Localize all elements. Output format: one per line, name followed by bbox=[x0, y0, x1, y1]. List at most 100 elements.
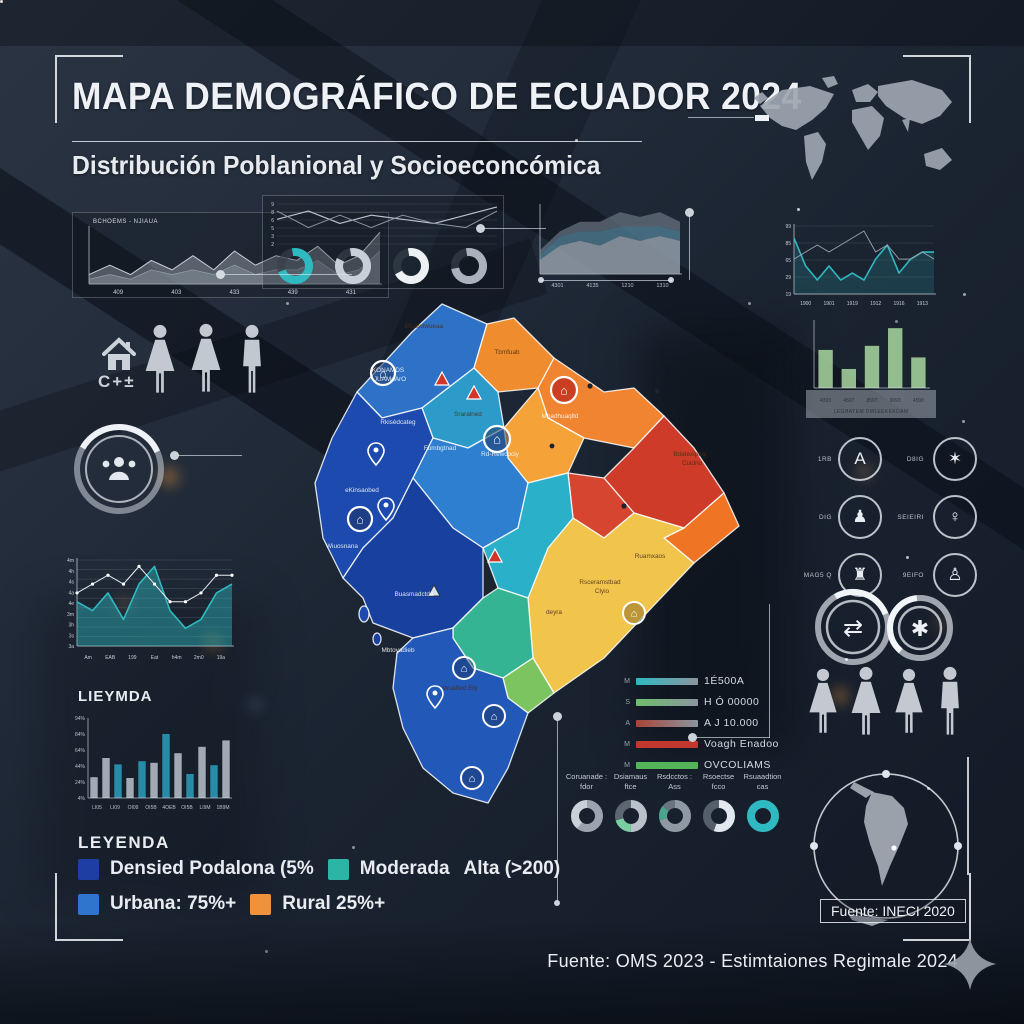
connector-line bbox=[178, 455, 242, 456]
svg-text:1912: 1912 bbox=[870, 301, 881, 307]
map-region-label: Wuafted Ebj bbox=[443, 685, 478, 692]
icon-grid-label: DIG bbox=[818, 513, 832, 521]
svg-text:1901: 1901 bbox=[823, 301, 834, 307]
map-region-label: Bdatexipttaj bbox=[673, 451, 706, 458]
donut-stat-label: fdor bbox=[580, 782, 593, 791]
globe-point bbox=[891, 845, 897, 851]
svg-text:4OEB: 4OEB bbox=[162, 805, 176, 811]
map-region-label: Buasmadctda bbox=[394, 591, 434, 598]
chart-stacked-area: 4301 4135 1210 1310 bbox=[539, 204, 682, 289]
globe-orbit-dot bbox=[810, 842, 818, 850]
svg-text:8: 8 bbox=[271, 210, 274, 216]
svg-text:3a: 3a bbox=[68, 644, 74, 650]
mini-legend-tick: S bbox=[625, 698, 630, 706]
donut-chart bbox=[746, 800, 779, 832]
legend-row: Densied Podalona (5% Moderada Alta (>200) bbox=[78, 858, 560, 880]
connector-dot bbox=[216, 270, 225, 279]
woman-icon bbox=[851, 666, 881, 735]
svg-text:29: 29 bbox=[785, 275, 791, 281]
continent-asia bbox=[878, 80, 952, 124]
icon-grid-label: 9EIFO bbox=[902, 571, 924, 579]
svg-text:OI5B: OI5B bbox=[181, 805, 193, 811]
svg-text:85: 85 bbox=[785, 241, 791, 247]
svg-text:LI05: LI05 bbox=[92, 805, 102, 811]
sparkle-icon bbox=[944, 938, 996, 990]
svg-text:1900: 1900 bbox=[800, 301, 811, 307]
pictogram-icon: ♜ bbox=[852, 565, 868, 584]
svg-text:2m0: 2m0 bbox=[194, 655, 204, 661]
svg-text:99: 99 bbox=[785, 224, 791, 230]
legend-label: Alta (>200) bbox=[463, 858, 561, 879]
letter-a-icon: A bbox=[854, 449, 866, 468]
pictogram-icon: ♟ bbox=[852, 507, 868, 526]
donut-stat-label: ftce bbox=[624, 782, 637, 791]
continent-greenland bbox=[822, 76, 838, 88]
svg-text:Am: Am bbox=[84, 655, 92, 661]
circle-icon: ♜ bbox=[838, 553, 882, 597]
legend-swatch bbox=[327, 858, 349, 880]
svg-text:LI09: LI09 bbox=[110, 805, 120, 811]
svg-text:4%: 4% bbox=[78, 796, 86, 802]
pictogram-icon: ♀ bbox=[948, 507, 962, 526]
svg-text:44%: 44% bbox=[75, 764, 86, 770]
map-region-label: KONAMDS bbox=[372, 367, 404, 374]
donut-stat: Rsuaadtion cas bbox=[744, 772, 781, 834]
svg-text:9: 9 bbox=[271, 202, 274, 208]
world-map-marker bbox=[755, 115, 769, 121]
region-loja bbox=[392, 627, 529, 804]
pictogram-icon: ✶ bbox=[947, 449, 963, 468]
house-caption: C+± bbox=[98, 372, 136, 391]
donut-chart bbox=[570, 800, 603, 832]
connector-dot bbox=[554, 900, 560, 906]
svg-text:LI9M: LI9M bbox=[199, 805, 210, 811]
man-icon bbox=[941, 666, 959, 735]
mini-legend-tick: M bbox=[624, 740, 630, 748]
svg-text:⌂: ⌂ bbox=[461, 663, 468, 675]
mini-legend-row: A A J 10.000 bbox=[622, 716, 779, 730]
svg-text:24%: 24% bbox=[75, 780, 86, 786]
title-divider bbox=[72, 141, 642, 142]
circle-icon: A bbox=[838, 437, 882, 481]
globe-orbit-dot bbox=[954, 842, 962, 850]
donut-stat: Coruanade : fdor bbox=[566, 772, 607, 834]
legend-label: Urbana: 75%+ bbox=[110, 893, 237, 914]
legend-item: Densied Podalona (5% bbox=[78, 858, 314, 880]
map-marker-alert: ⌂ bbox=[549, 375, 579, 405]
mini-legend-label: Voagh Enadoo bbox=[704, 738, 779, 750]
svg-text:2: 2 bbox=[271, 242, 274, 248]
page-subtitle: Distribución Poblanional y Socioeconcómi… bbox=[72, 150, 601, 180]
circle-icon: ♟ bbox=[838, 495, 882, 539]
mini-legend-swatch bbox=[636, 677, 698, 685]
legend-swatch bbox=[78, 858, 99, 880]
svg-text:4s: 4s bbox=[69, 580, 75, 586]
map-region-label: Rd-Rewcociy bbox=[481, 451, 519, 458]
svg-text:94%: 94% bbox=[75, 716, 86, 722]
svg-text:LEGHATEM DM1EEKEKDAM: LEGHATEM DM1EEKEKDAM bbox=[834, 409, 909, 415]
donut-chart bbox=[702, 800, 735, 832]
map-dot bbox=[654, 388, 660, 394]
connector-dot bbox=[685, 208, 694, 217]
map-region-label: Sraralned bbox=[454, 411, 482, 418]
svg-text:OI5B: OI5B bbox=[145, 805, 157, 811]
map-region-label: Tbmfuab bbox=[494, 349, 520, 356]
chart-left-bars: LI05 LI09 OI09 OI5B 4OEB OI5B LI9M 1B9M 94% 84% 64… bbox=[75, 716, 232, 811]
svg-text:1210: 1210 bbox=[621, 283, 633, 289]
map-source-label: Fuente: INECI 2020 bbox=[820, 899, 966, 923]
chart-trend-lines: 1900 1901 1919 1912 1916 1913 99 85 65 29 19 bbox=[785, 224, 936, 307]
svg-text:⌂: ⌂ bbox=[631, 608, 638, 620]
frame-right-line bbox=[967, 757, 969, 875]
svg-text:5: 5 bbox=[271, 226, 274, 232]
ecuador-choropleth-map: ⌂ ⌂ ⌂ ⌂ ⌂ ⌂ ⌂ ⌂ Bfuawtwueaa Tbmfuab KONAMD… bbox=[314, 303, 740, 804]
svg-text:4301: 4301 bbox=[551, 283, 563, 289]
svg-text:439: 439 bbox=[288, 290, 299, 296]
ring-icon-right: ✱ bbox=[887, 595, 953, 661]
icon-grid-label: 1RB bbox=[817, 455, 832, 463]
woman-icon bbox=[809, 668, 837, 733]
svg-text:4m: 4m bbox=[67, 558, 74, 564]
gulf-island bbox=[372, 632, 382, 646]
legend-item: Urbana: 75%+ bbox=[78, 893, 236, 915]
mini-legend-tick: A bbox=[625, 719, 630, 727]
continent-north-america bbox=[760, 86, 834, 130]
donut-stat-label: Rsuaadtion bbox=[743, 772, 782, 781]
mini-legend-row: S H Ó 00000 bbox=[622, 695, 779, 709]
